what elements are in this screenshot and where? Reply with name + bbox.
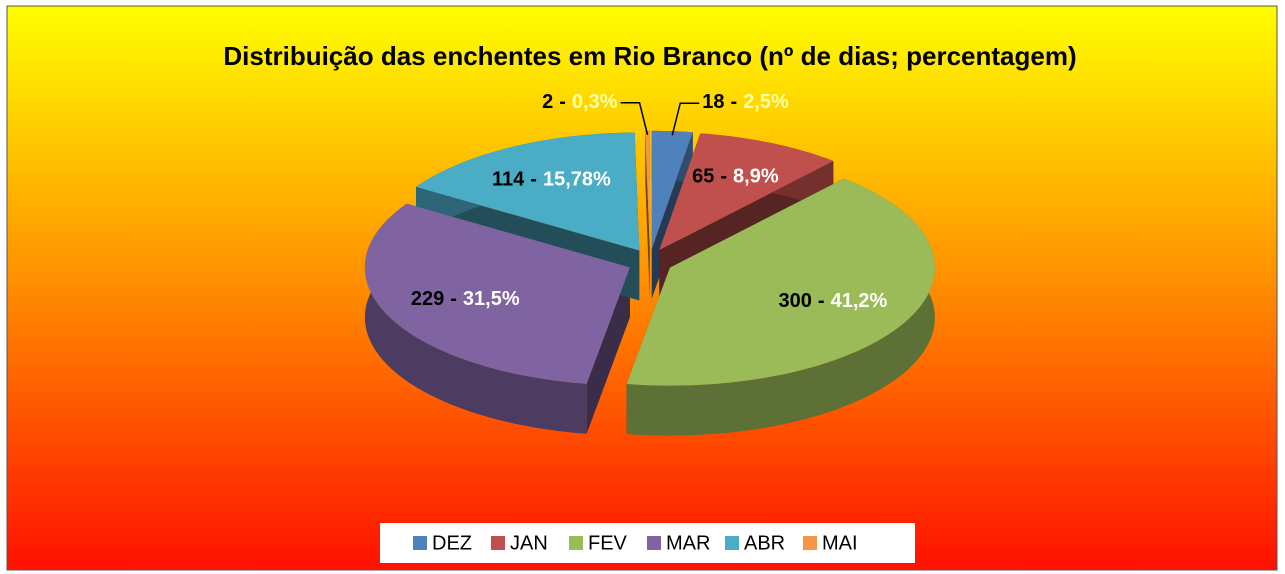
label-value: 18 (702, 91, 724, 113)
slice (651, 130, 693, 249)
chart-title: Distribuição das enchentes em Rio Branco… (223, 41, 1076, 71)
slice (364, 203, 630, 384)
legend-swatch (569, 536, 583, 550)
data-labels: 18-2,5%65-8,9%300-41,2%229-31,5%114-15,7… (411, 91, 888, 312)
leader-line (671, 102, 700, 136)
slice (626, 178, 935, 386)
data-label: 229-31,5% (411, 288, 520, 310)
label-separator: - (731, 91, 738, 113)
label-separator: - (559, 91, 566, 113)
chart-area (6, 5, 1278, 571)
label-percent: 0,3% (572, 91, 618, 113)
slice-tops (364, 130, 935, 386)
legend-label: FEV (588, 532, 628, 554)
label-percent: 15,78% (543, 169, 611, 191)
legend-label: JAN (510, 532, 548, 554)
label-separator: - (530, 169, 537, 191)
label-value: 300 (779, 290, 812, 312)
legend-label: MAR (666, 532, 710, 554)
label-value: 65 (692, 166, 714, 188)
legend-swatch (647, 536, 661, 550)
label-percent: 31,5% (463, 288, 520, 310)
slice-rim (364, 203, 587, 434)
legend-swatch (725, 536, 739, 550)
data-label: 18-2,5% (702, 91, 789, 113)
leader-line (620, 102, 649, 135)
legend: DEZ JAN FEV MAR ABR MAI (413, 532, 858, 554)
legend-label: MAI (822, 532, 858, 554)
label-separator: - (450, 288, 457, 310)
legend-swatch (491, 536, 505, 550)
label-percent: 41,2% (831, 290, 888, 312)
label-separator: - (720, 166, 727, 188)
legend-label: DEZ (432, 532, 472, 554)
legend-swatch (803, 536, 817, 550)
slice-rim (626, 178, 935, 436)
data-label: 300-41,2% (779, 290, 888, 312)
legend-label: ABR (744, 532, 785, 554)
slice (416, 132, 640, 251)
label-value: 2 (542, 91, 553, 113)
label-separator: - (818, 290, 825, 312)
data-label: 2-0,3% (542, 91, 618, 113)
data-label: 65-8,9% (692, 166, 779, 188)
slice (645, 130, 650, 249)
label-percent: 2,5% (743, 91, 789, 113)
label-value: 114 (492, 169, 525, 191)
legend-swatch (413, 536, 427, 550)
data-label: 114-15,78% (492, 169, 611, 191)
slice (659, 133, 834, 251)
label-value: 229 (411, 288, 444, 310)
label-percent: 8,9% (733, 166, 779, 188)
